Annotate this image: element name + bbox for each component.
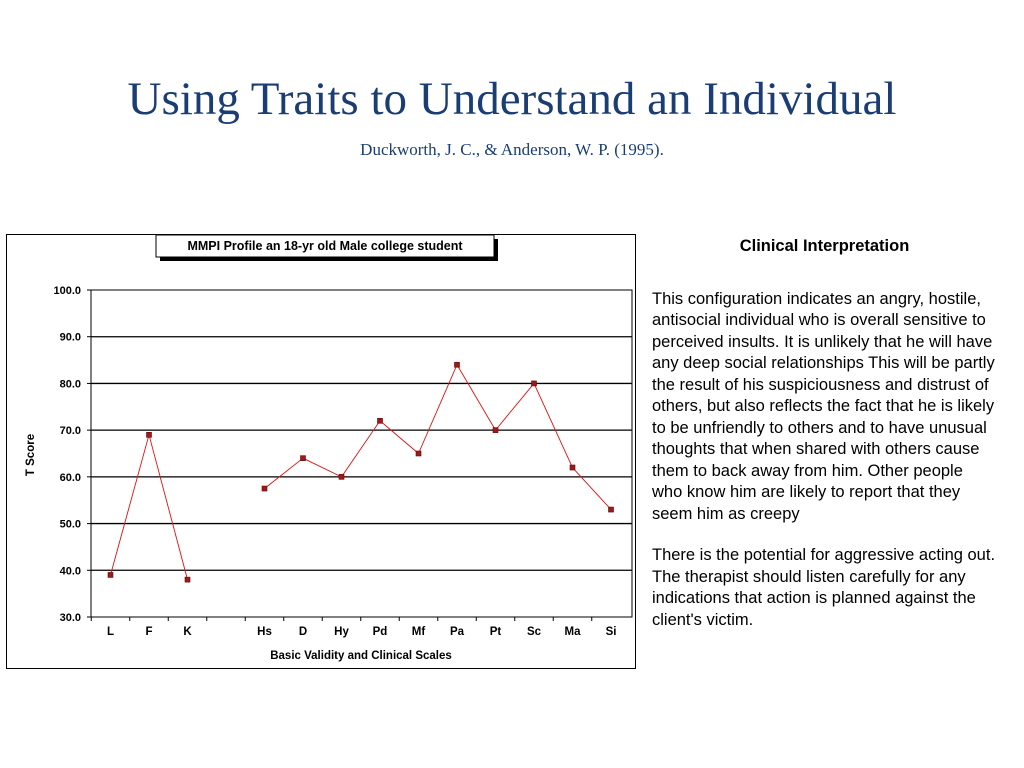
chart-title: MMPI Profile an 18-yr old Male college s…: [187, 239, 463, 253]
x-tick-label: F: [145, 626, 152, 638]
x-axis-ticks: L F K Hs D Hy Pd Mf Pa Pt Sc Ma Si: [90, 617, 617, 638]
x-tick-label: L: [107, 626, 114, 638]
y-tick-label: 40.0: [60, 565, 81, 577]
y-tick-label: 30.0: [60, 612, 81, 624]
y-tick-label: 50.0: [60, 519, 81, 531]
profile-line-segment: [533, 383, 573, 468]
profile-line-segment: [264, 457, 304, 489]
data-point-marker: [569, 464, 576, 471]
profile-line-segment: [341, 420, 381, 478]
x-tick-label: K: [183, 626, 192, 638]
data-point-marker: [608, 506, 614, 513]
interpretation-heading: Clinical Interpretation: [739, 237, 910, 255]
x-tick-label: Hs: [257, 626, 272, 638]
slide-title: Using Traits to Understand an Individual: [127, 73, 897, 125]
profile-line-segment: [148, 434, 188, 580]
data-point-marker: [184, 576, 191, 583]
profile-line-segment: [456, 364, 496, 431]
data-point-marker: [107, 572, 114, 578]
x-tick-label: Si: [606, 626, 617, 638]
interpretation-paragraph: This configuration indicates an angry, h…: [652, 289, 995, 523]
data-point-marker: [261, 485, 268, 492]
y-axis-ticks: 30.0 40.0 50.0 60.0 70.0 80.0 90.0 100.0: [53, 285, 91, 624]
data-point-marker: [531, 380, 537, 387]
data-point-marker: [338, 474, 345, 480]
profile-line-segment: [495, 383, 535, 431]
data-point-marker: [300, 455, 306, 461]
interpretation-panel: Clinical Interpretation This configurati…: [652, 236, 997, 651]
x-axis-label: Basic Validity and Clinical Scales: [270, 650, 452, 662]
y-tick-label: 60.0: [60, 472, 81, 484]
y-tick-label: 100.0: [53, 285, 81, 297]
y-tick-label: 80.0: [60, 378, 81, 390]
profile-line-segment: [302, 457, 342, 478]
chart-frame: MMPI Profile an 18-yr old Male college s…: [6, 234, 636, 669]
y-tick-label: 90.0: [60, 332, 81, 344]
profile-line-segment: [418, 364, 458, 454]
data-point-marker: [492, 427, 499, 433]
data-point-marker: [454, 361, 460, 368]
profile-line-segment: [379, 420, 419, 454]
chart-title-box: [155, 235, 495, 258]
x-tick-label: Ma: [565, 626, 582, 638]
profile-markers: [107, 361, 614, 583]
y-tick-label: 70.0: [60, 425, 81, 437]
x-tick-label: D: [299, 626, 307, 638]
x-tick-label: Mf: [412, 626, 426, 638]
gridlines: [91, 336, 632, 571]
plot-area: [90, 289, 633, 618]
x-tick-label: Hy: [334, 626, 349, 638]
profile-line-segment: [572, 467, 612, 510]
interpretation-paragraph: There is the potential for aggressive ac…: [652, 546, 996, 629]
x-tick-label: Pa: [450, 626, 465, 638]
profile-line-segment: [110, 434, 150, 576]
x-tick-label: Sc: [527, 626, 542, 638]
mmpi-profile-chart: MMPI Profile an 18-yr old Male college s…: [25, 235, 633, 662]
y-axis-label: T Score: [25, 434, 37, 476]
profile-lines: [110, 364, 612, 580]
citation: Duckworth, J. C., & Anderson, W. P. (199…: [360, 140, 664, 159]
x-tick-label: Pt: [490, 626, 502, 638]
data-point-marker: [377, 418, 383, 424]
data-point-marker: [415, 450, 422, 457]
x-tick-label: Pd: [373, 626, 388, 638]
data-point-marker: [146, 432, 152, 438]
